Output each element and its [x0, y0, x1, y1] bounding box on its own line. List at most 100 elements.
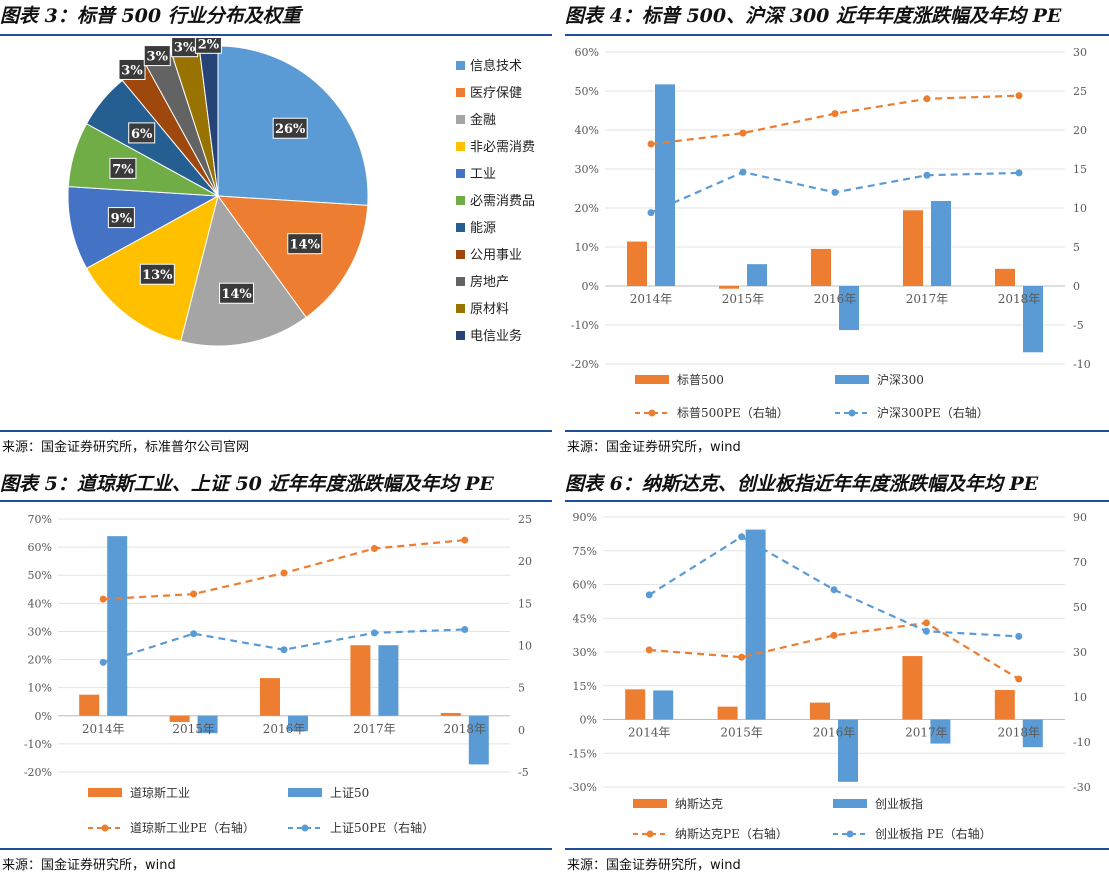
legend-label: 标普500: [677, 373, 724, 387]
source-note: 来源：国金证券研究所，wind: [567, 858, 741, 873]
legend-label: 创业板指: [875, 796, 923, 811]
y2-tick-label: -10: [1073, 736, 1091, 749]
series-point: [645, 646, 653, 654]
bar-line-chart: -30% -15% 0% 15% 30% 45% 60% 75% 90% -30 -10 10 30 50…: [569, 511, 1091, 841]
x-tick-label: 2018年: [998, 726, 1041, 740]
y-tick-label: 20%: [28, 654, 52, 667]
bar: [719, 286, 739, 289]
y2-tick-label: 15: [1073, 163, 1087, 176]
y-tick-label: 60%: [575, 46, 599, 59]
bar: [627, 241, 647, 286]
bar: [745, 529, 766, 720]
bar: [350, 645, 371, 716]
x-tick-label: 2018年: [998, 292, 1041, 306]
panel-nasdaq-chinext: 图表 6：纳斯达克、创业板指近年年度涨跌幅及年均 PE -30% -15% 0% 15…: [565, 468, 1109, 880]
legend-label: 房地产: [470, 274, 509, 290]
legend-label: 标普500PE（右轴）: [677, 405, 789, 420]
bar: [995, 268, 1015, 286]
slice-label: 14%: [221, 287, 252, 302]
y-tick-label: 40%: [575, 124, 599, 137]
y2-tick-label: -30: [1073, 781, 1091, 794]
legend-swatch: [635, 375, 669, 384]
y-tick-label: 50%: [575, 85, 599, 98]
series-point: [461, 625, 469, 633]
legend-label: 信息技术: [470, 58, 522, 74]
legend-label: 工业: [470, 167, 496, 182]
bar: [79, 694, 100, 716]
pie-slice: [180, 194, 307, 347]
slice-label-box: [109, 157, 137, 179]
bar: [169, 715, 190, 722]
title-divider: [0, 500, 552, 502]
source-divider: [565, 430, 1109, 432]
y-tick-label: 10%: [28, 682, 52, 695]
y-tick-label: -30%: [569, 781, 597, 794]
y-tick-label: 30%: [575, 163, 599, 176]
series-point: [647, 140, 655, 148]
x-tick-label: 2015年: [722, 292, 765, 306]
legend-label: 公用事业: [470, 248, 522, 263]
y-tick-label: 15%: [573, 680, 597, 693]
slice-label: 14%: [290, 238, 321, 253]
slice-label: 7%: [112, 162, 134, 177]
bar: [811, 248, 831, 286]
series-point: [1015, 169, 1023, 177]
y-tick-label: 0%: [582, 280, 599, 293]
legend-swatch: [835, 375, 869, 384]
series-point: [190, 590, 198, 598]
series-point: [645, 591, 653, 599]
bar: [107, 536, 128, 716]
legend-swatch: [456, 169, 465, 178]
series-line: [102, 628, 465, 664]
legend-label: 电信业务: [470, 328, 522, 344]
series-point: [370, 545, 378, 553]
source-note: 来源：国金证券研究所，wind: [567, 440, 741, 455]
legend-label: 医疗保健: [470, 86, 522, 101]
legend-label: 金融: [470, 112, 496, 128]
bar: [197, 715, 218, 734]
legend-label: 道琼斯工业: [130, 785, 190, 800]
y-tick-label: -20%: [571, 358, 599, 371]
y-tick-label: 45%: [573, 612, 597, 625]
bar: [994, 690, 1015, 720]
series-point: [461, 536, 469, 544]
x-tick-label: 2017年: [353, 722, 396, 736]
legend-swatch: [288, 788, 322, 797]
legend-marker: [648, 409, 656, 417]
legend-label: 纳斯达克: [675, 797, 723, 811]
pie-slice: [67, 186, 220, 269]
y2-tick-label: 10: [1073, 691, 1087, 704]
bar: [440, 712, 461, 716]
legend-label: 创业板指 PE（右轴）: [875, 826, 992, 841]
y-tick-label: -10%: [571, 319, 599, 332]
panel-dji-sse50: 图表 5：道琼斯工业、上证 50 近年年度涨跌幅及年均 PE -20% -10% 0…: [0, 468, 552, 880]
y2-tick-label: 50: [1073, 601, 1087, 614]
y-tick-label: 60%: [573, 579, 597, 592]
legend-swatch: [88, 788, 122, 797]
legend-label: 沪深300PE（右轴）: [877, 405, 989, 420]
source-divider: [0, 430, 552, 432]
x-tick-label: 2016年: [813, 726, 856, 740]
slice-label: 26%: [275, 122, 306, 137]
series-line: [649, 621, 1020, 680]
bar: [655, 84, 675, 286]
bar: [902, 656, 923, 720]
series-point: [739, 129, 747, 137]
slice-label-box: [272, 117, 308, 139]
y2-tick-label: 5: [518, 682, 525, 695]
legend-label: 上证50PE（右轴）: [330, 820, 434, 835]
legend-marker: [101, 824, 109, 832]
series-point: [831, 110, 839, 118]
chart-title: 图表 6：纳斯达克、创业板指近年年度涨跌幅及年均 PE: [565, 473, 1039, 495]
bar: [839, 286, 859, 331]
slice-label-box: [128, 122, 156, 144]
pie-slice: [216, 195, 369, 319]
y2-tick-label: 10: [1073, 202, 1087, 215]
legend-marker: [301, 824, 309, 832]
series-point: [923, 171, 931, 179]
legend-swatch: [833, 799, 867, 808]
series-point: [370, 629, 378, 637]
y-tick-label: 0%: [580, 714, 597, 727]
chart-title: 图表 3：标普 500 行业分布及权重: [0, 5, 301, 27]
series-point: [190, 630, 198, 638]
